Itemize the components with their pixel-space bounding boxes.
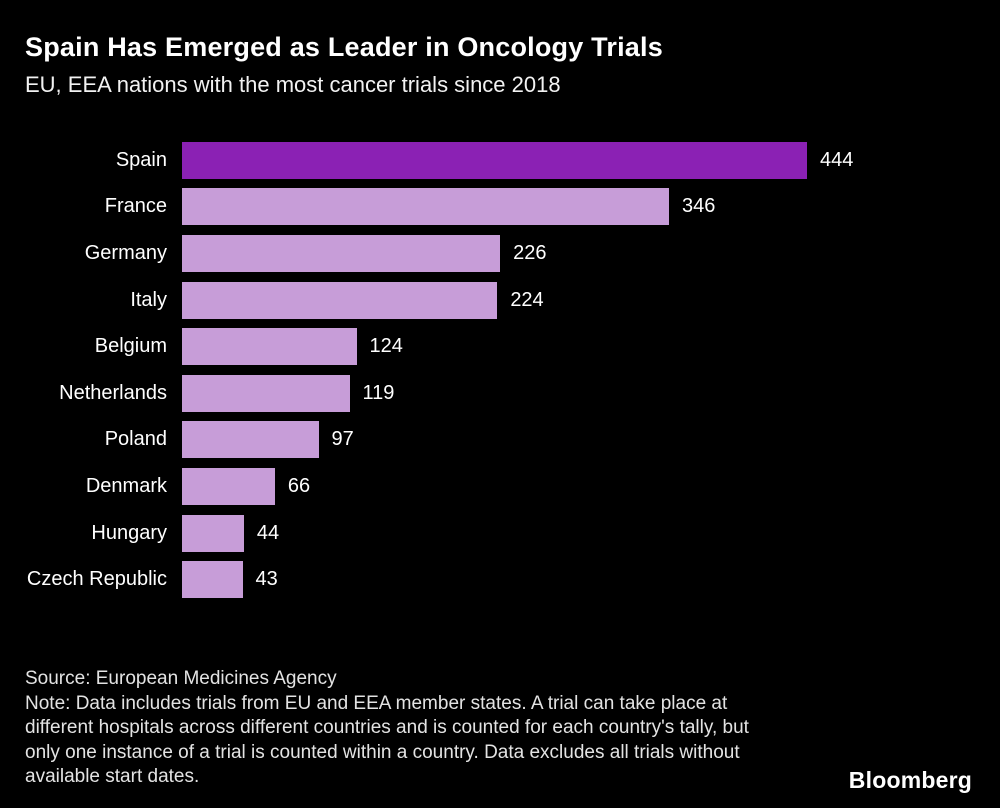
bloomberg-logo: Bloomberg bbox=[848, 767, 972, 793]
chart-row: Italy 224 bbox=[25, 277, 1000, 324]
value-label: 224 bbox=[510, 288, 544, 311]
value-label: 66 bbox=[287, 474, 311, 497]
chart-row: France 346 bbox=[25, 184, 1000, 231]
bar bbox=[182, 188, 670, 226]
chart-row: Hungary 44 bbox=[25, 510, 1000, 557]
bar-track: 44 bbox=[182, 514, 1000, 552]
value-label: 346 bbox=[682, 195, 716, 218]
value-label: 119 bbox=[362, 381, 395, 404]
bar-track: 43 bbox=[182, 561, 1000, 599]
chart-row: Denmark 66 bbox=[25, 463, 1000, 510]
category-label: Spain bbox=[115, 148, 167, 171]
bar-track: 97 bbox=[182, 421, 1000, 459]
bar-track: 66 bbox=[182, 467, 1000, 505]
category-label: Belgium bbox=[94, 335, 167, 358]
bar bbox=[182, 141, 807, 179]
bar-chart: Spain 444 France 346 Germany 226 Italy 224 Belgi… bbox=[0, 137, 1000, 603]
chart-subtitle: EU, EEA nations with the most cancer tri… bbox=[25, 72, 561, 97]
category-label: Germany bbox=[84, 241, 167, 264]
chart-row: Germany 226 bbox=[25, 230, 1000, 277]
chart-row: Belgium 124 bbox=[25, 323, 1000, 370]
bar bbox=[182, 421, 319, 459]
chart-footer: Source: European Medicines Agency Note: … bbox=[25, 667, 785, 790]
category-label: Netherlands bbox=[59, 381, 167, 404]
bar bbox=[182, 234, 501, 272]
bar bbox=[182, 467, 275, 505]
bar bbox=[182, 281, 498, 319]
bar-track: 224 bbox=[182, 281, 1000, 319]
bar-track: 119 bbox=[182, 374, 1000, 412]
bar bbox=[182, 328, 357, 366]
chart-row: Spain 444 bbox=[25, 137, 1000, 184]
chart-row: Netherlands 119 bbox=[25, 370, 1000, 417]
chart-row: Poland 97 bbox=[25, 417, 1000, 464]
source-text: Source: European Medicines Agency bbox=[25, 668, 337, 689]
value-label: 124 bbox=[369, 335, 403, 358]
value-label: 43 bbox=[255, 568, 278, 591]
value-label: 444 bbox=[820, 148, 854, 171]
category-label: France bbox=[104, 195, 167, 218]
category-label: Poland bbox=[104, 428, 167, 451]
chart-title: Spain Has Emerged as Leader in Oncology … bbox=[25, 32, 663, 62]
category-label: Italy bbox=[130, 288, 167, 311]
value-label: 44 bbox=[256, 521, 280, 544]
bar bbox=[182, 374, 350, 412]
value-label: 226 bbox=[513, 241, 547, 264]
category-label: Czech Republic bbox=[26, 568, 167, 591]
category-label: Denmark bbox=[85, 474, 167, 497]
bar bbox=[182, 514, 244, 552]
bar-track: 346 bbox=[182, 188, 1000, 226]
chart-row: Czech Republic 43 bbox=[25, 556, 1000, 603]
bar-track: 226 bbox=[182, 234, 1000, 272]
bar-track: 124 bbox=[182, 328, 1000, 366]
note-text: Note: Data includes trials from EU and E… bbox=[25, 692, 749, 788]
bar bbox=[182, 561, 243, 599]
chart-header: Spain Has Emerged as Leader in Oncology … bbox=[0, 0, 1000, 98]
category-label: Hungary bbox=[91, 521, 167, 544]
value-label: 97 bbox=[331, 428, 354, 451]
bar-track: 444 bbox=[182, 141, 1000, 179]
